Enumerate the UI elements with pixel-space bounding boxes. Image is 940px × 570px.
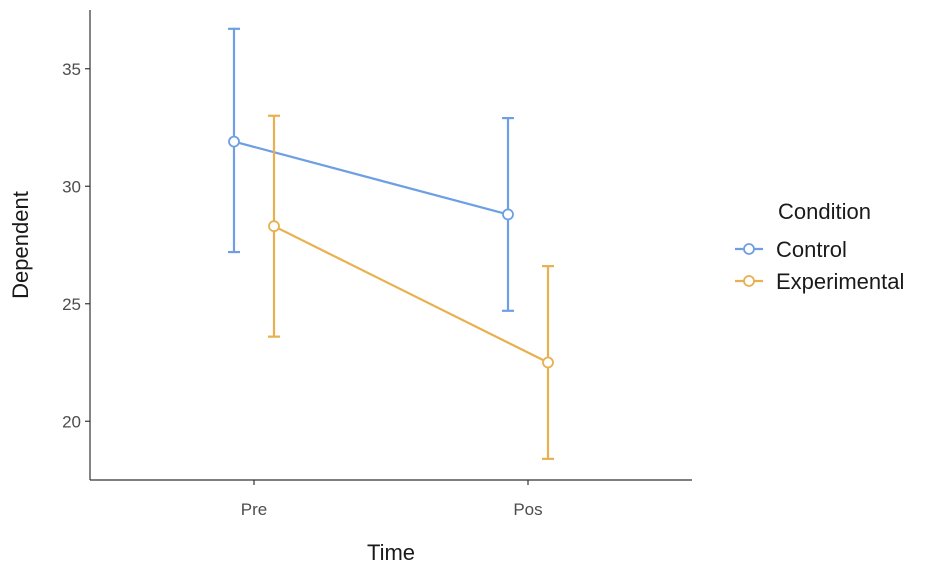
series-layer: [228, 27, 554, 460]
data-point: [502, 208, 514, 221]
y-ticks: 20 25 30 35: [62, 60, 90, 431]
legend-key-point: [743, 275, 755, 287]
x-tick-label: Pre: [241, 500, 267, 519]
y-tick-label: 20: [62, 412, 81, 431]
x-tick-label: Pos: [513, 500, 542, 519]
x-ticks: Pre Pos: [241, 480, 543, 519]
y-tick-label: 30: [62, 177, 81, 196]
legend-item-experimental: Experimental: [735, 269, 904, 294]
data-point: [228, 135, 240, 148]
legend-label: Control: [776, 237, 847, 262]
legend: Condition Control Experimental: [735, 199, 904, 294]
series-line: [273, 225, 549, 364]
data-point: [542, 356, 554, 369]
legend-items: Control Experimental: [735, 237, 904, 294]
series-experimental: [268, 114, 554, 460]
y-axis-title: Dependent: [8, 191, 33, 299]
legend-title: Condition: [778, 199, 871, 224]
legend-item-control: Control: [735, 237, 847, 262]
series-line: [233, 140, 509, 216]
y-tick-label: 25: [62, 295, 81, 314]
legend-label: Experimental: [776, 269, 904, 294]
x-axis-title: Time: [367, 540, 415, 565]
axes: [89, 10, 692, 481]
series-control: [228, 27, 514, 312]
y-tick-label: 35: [62, 60, 81, 79]
legend-key-point: [743, 243, 755, 255]
data-point: [268, 220, 280, 233]
